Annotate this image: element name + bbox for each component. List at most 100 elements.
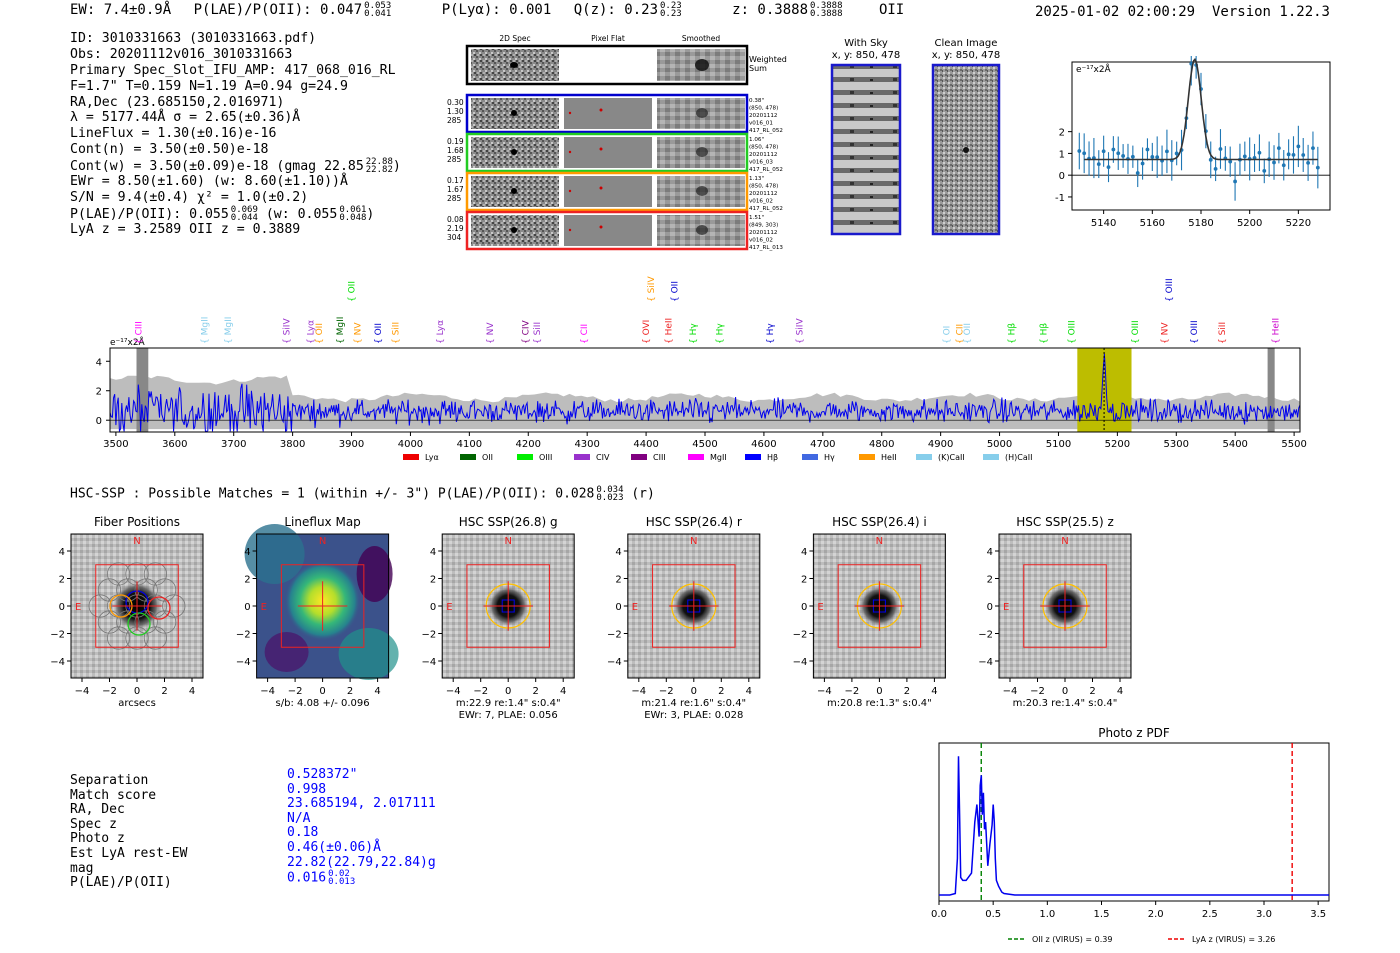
spectral-line-label: { CII [580, 324, 590, 344]
match-label: Spec z [70, 816, 117, 832]
zoom-x-tick: 5180 [1188, 218, 1213, 229]
full-spectrum-chart: 3500 3600 3700 3800 3900 4000 4100 4200 4300 4400… [96, 276, 1307, 462]
spectrum-x-tick: 3900 [339, 439, 364, 450]
spectrum-x-tick: 4200 [516, 439, 541, 450]
cutout-right-label: 1.51" [749, 215, 764, 221]
svg-text:{ CII: { CII [955, 324, 965, 344]
panel-caption: m:20.8 re:1.3" s:0.4" [827, 698, 932, 709]
info-radec: RA,Dec (23.685150,2.016971) [70, 94, 285, 110]
cutout-left-label: 285 [447, 116, 462, 125]
spectral-line-label: { OII [315, 323, 325, 344]
info-lineflux: LineFlux = 1.30(±0.16)e-16 [70, 126, 277, 142]
cutout-right-label: v016_02 [749, 199, 773, 205]
spectrum-x-tick: 4300 [574, 439, 599, 450]
svg-text:{ MgII: { MgII [336, 317, 346, 344]
panel-x-tick: −2 [845, 686, 860, 697]
info-lyaz: LyA z = 3.2589 OII z = 0.3889 [70, 221, 301, 237]
spectral-line-label: { SiIV [283, 318, 293, 344]
cutout-left-label: 0.30 [447, 98, 464, 107]
sky-images: With Sky x, y: 850, 478 Clean Image x, y… [830, 38, 1000, 236]
spectral-line-label: { MgII [336, 317, 346, 344]
svg-text:{ SiIV: { SiIV [795, 318, 805, 344]
zoom-data-point [1296, 125, 1301, 168]
panel-y-tick: −2 [793, 630, 808, 641]
col-pixel-flat: Pixel Flat [591, 34, 625, 43]
masked-region [136, 348, 149, 432]
spectral-line-label: { SiII [1218, 322, 1228, 344]
panel-x-tick: −4 [631, 686, 646, 697]
panel-y-tick: −4 [236, 657, 251, 668]
specz-value: N/A [287, 810, 311, 826]
svg-text:LyA z (VIRUS) = 3.26: LyA z (VIRUS) = 3.26 [1192, 935, 1275, 944]
lya-ew-value: 0.46(±0.06)Å [287, 839, 381, 855]
svg-text:{ OIII: { OIII [1165, 278, 1175, 302]
svg-text:{ OII: { OII [670, 281, 680, 302]
east-label: E [1003, 602, 1009, 613]
svg-text:{ NV: { NV [1161, 322, 1171, 344]
svg-text:{ Hγ: { Hγ [716, 323, 726, 344]
svg-text:OIII: OIII [539, 453, 552, 462]
version: Version 1.22.3 [1211, 4, 1330, 20]
spectral-line-label-upper: { OII [670, 281, 680, 302]
cutout-right-label: v016_01 [749, 121, 773, 127]
spectral-line-label: { OII [374, 323, 384, 344]
spectral-line-label: { Hβ [1007, 323, 1017, 344]
imaging-panels: Fiber Positions N E −4 −2 0 2 4 4 2 0 −2 −4 arcsecs Li… [50, 515, 1132, 721]
match-labels: Separation Match score RA, Dec Spec z Ph… [70, 773, 187, 891]
legend-item: CIV [574, 453, 610, 462]
panel-y-tick: 2 [801, 575, 807, 586]
spectral-line-label: { Hγ [716, 323, 726, 344]
zoom-data-point [1213, 156, 1218, 182]
east-label: E [632, 602, 638, 613]
panel-y-tick: 0 [801, 602, 807, 613]
panel-x-tick: 4 [1117, 686, 1123, 697]
line-fit-chart: 5140 5160 5180 5200 5220 2 1 0 -1 e⁻¹⁷x2Å [1055, 56, 1331, 229]
svg-text:OII: OII [482, 453, 493, 462]
panel-x-tick: 4 [560, 686, 566, 697]
east-label: E [817, 602, 823, 613]
svg-text:{ Hβ: { Hβ [1007, 323, 1017, 344]
spectrum-y-tick: 0 [96, 416, 102, 427]
cutout-left-label: 1.67 [447, 185, 464, 194]
panel-y-tick: 0 [615, 602, 621, 613]
zoom-data-point [1301, 138, 1306, 172]
info-ewr: EWr = 8.50(±1.60) (w: 8.60(±1.10))Å [70, 174, 348, 190]
panel-caption: m:21.4 re:1.6" s:0.4" [641, 698, 746, 709]
col-2d-spec: 2D Spec [499, 34, 530, 43]
legend-item: (K)CaII [916, 453, 965, 462]
cutout-left-label: 0.08 [447, 215, 464, 224]
panel-y-tick: 4 [801, 547, 807, 558]
panel-y-tick: −4 [793, 657, 808, 668]
zoom-data-point [1223, 146, 1228, 171]
match-label: P(LAE)/P(OII) [70, 875, 172, 891]
spectrum-x-tick: 5100 [1046, 439, 1071, 450]
panel-x-tick: −4 [1003, 686, 1018, 697]
spectrum-x-tick: 3500 [103, 439, 128, 450]
spectral-line-label: { OVI [642, 320, 652, 344]
spectral-line-label-upper: { OIII [1165, 278, 1175, 302]
zoom-data-point [1096, 150, 1101, 179]
cutout-right-label: 20201112 [749, 152, 777, 158]
panel-x-tick: 4 [374, 686, 380, 697]
cutout-right-label: v016_02 [749, 238, 773, 244]
info-contw: Cont(w) = 3.50(±0.09)e-18 (gmag 22.85 22.… [70, 157, 401, 176]
svg-text:Hγ: Hγ [824, 453, 835, 462]
svg-text:{ OIII: { OIII [1131, 320, 1141, 344]
zoom-data-point [1111, 136, 1116, 163]
with-sky-coords: x, y: 850, 478 [832, 50, 901, 61]
panel-title: HSC SSP(26.4) r [646, 515, 742, 529]
cutout-right-label: 0.38" [749, 98, 764, 104]
panel-y-tick: 2 [987, 575, 993, 586]
cutout-left-label: 0.17 [447, 176, 464, 185]
zoom-data-point [1087, 141, 1091, 176]
svg-text:{ OII: { OII [963, 323, 973, 344]
svg-text:{ Hβ: { Hβ [1040, 323, 1050, 344]
svg-text:OII z (VIRUS) = 0.39: OII z (VIRUS) = 0.39 [1032, 935, 1112, 944]
spectral-line-label: { OIII [1067, 320, 1077, 344]
match-score-value: 0.998 [287, 781, 327, 797]
legend-item: OII [460, 453, 493, 462]
panel-x-tick: 2 [904, 686, 910, 697]
spectrum-line [109, 353, 1301, 433]
panel-x-tick: −2 [288, 686, 303, 697]
panel-x-tick: −2 [1030, 686, 1045, 697]
